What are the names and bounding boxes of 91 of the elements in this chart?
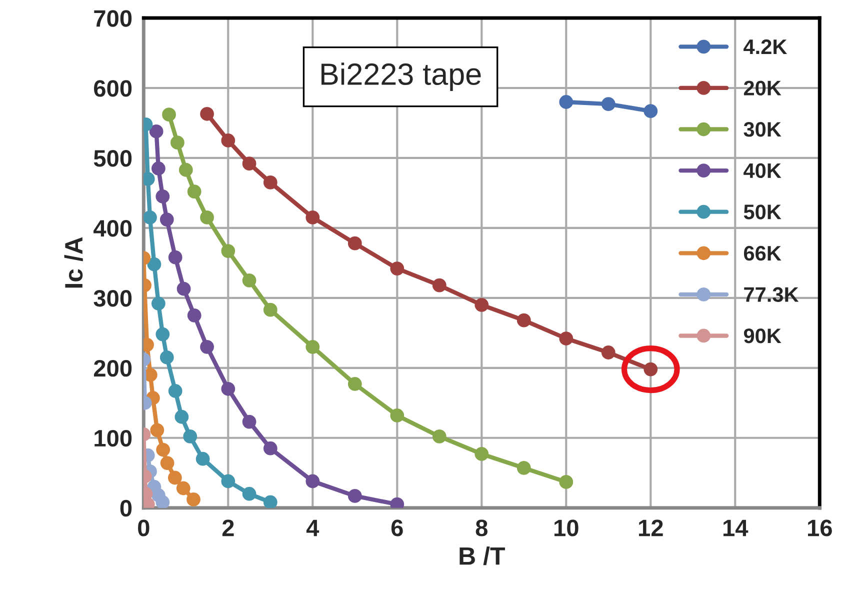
point bbox=[306, 210, 320, 224]
x-tick-label: 2 bbox=[222, 520, 234, 536]
point bbox=[432, 278, 446, 292]
point bbox=[242, 273, 256, 288]
point bbox=[242, 414, 256, 429]
y-tick-label: 400 bbox=[94, 220, 132, 237]
legend-label: 4.2K bbox=[744, 39, 788, 54]
point bbox=[644, 104, 658, 118]
point bbox=[144, 210, 157, 224]
point bbox=[160, 456, 174, 470]
x-tick-label: 14 bbox=[724, 520, 748, 536]
point bbox=[263, 441, 278, 456]
point bbox=[151, 162, 166, 176]
point bbox=[147, 257, 162, 272]
point bbox=[174, 410, 189, 424]
point bbox=[186, 492, 200, 506]
point bbox=[162, 108, 176, 122]
point bbox=[263, 302, 278, 317]
legend-label: 40K bbox=[744, 163, 782, 178]
point bbox=[221, 134, 236, 148]
point bbox=[187, 308, 202, 322]
annotation: Bi2223 tape bbox=[321, 62, 481, 92]
y-tick-label: 200 bbox=[94, 360, 132, 377]
y-tick-label: 500 bbox=[94, 150, 132, 167]
point bbox=[170, 136, 184, 150]
point bbox=[156, 190, 170, 204]
y-tick-label: 100 bbox=[94, 430, 132, 447]
point bbox=[221, 382, 236, 396]
point bbox=[168, 384, 182, 398]
point bbox=[601, 97, 616, 112]
x-tick-label: 10 bbox=[554, 520, 578, 536]
point bbox=[176, 282, 191, 296]
point bbox=[263, 495, 278, 508]
legend-label: 77.3K bbox=[744, 287, 799, 302]
point bbox=[390, 408, 404, 422]
point bbox=[196, 452, 210, 466]
y-tick-label: 0 bbox=[120, 500, 132, 517]
y-tick-label: 600 bbox=[94, 80, 132, 97]
x-tick-label: 0 bbox=[138, 520, 150, 536]
point bbox=[601, 346, 616, 360]
point bbox=[559, 332, 574, 346]
x-tick-label: 4 bbox=[306, 520, 320, 536]
x-tick-label: 16 bbox=[808, 520, 832, 536]
point bbox=[559, 475, 574, 489]
point bbox=[160, 212, 174, 226]
point bbox=[156, 327, 170, 342]
y-tick-label: 700 bbox=[94, 10, 132, 27]
point bbox=[183, 430, 198, 444]
y-axis-title: Ic /A bbox=[64, 237, 83, 288]
point bbox=[263, 176, 278, 190]
point bbox=[348, 377, 362, 391]
point bbox=[221, 244, 236, 258]
point bbox=[200, 210, 214, 224]
point bbox=[168, 470, 182, 485]
point bbox=[644, 362, 658, 376]
x-tick-label: 12 bbox=[639, 520, 663, 536]
point bbox=[474, 447, 489, 461]
point bbox=[151, 296, 166, 310]
point bbox=[221, 474, 236, 488]
point bbox=[160, 350, 174, 364]
point bbox=[242, 156, 256, 171]
point bbox=[150, 423, 164, 438]
point bbox=[432, 430, 446, 444]
point bbox=[156, 442, 170, 457]
point bbox=[187, 184, 202, 199]
point bbox=[474, 298, 489, 312]
point bbox=[149, 124, 164, 138]
x-tick-label: 6 bbox=[391, 520, 403, 536]
point bbox=[242, 486, 256, 501]
point bbox=[306, 340, 320, 354]
point bbox=[176, 481, 190, 496]
x-axis-title: B /T bbox=[460, 546, 505, 566]
y-tick-label: 300 bbox=[94, 290, 132, 307]
legend-label: 20K bbox=[744, 80, 782, 96]
point bbox=[390, 262, 404, 276]
legend-label: 50K bbox=[744, 204, 782, 220]
point bbox=[200, 340, 214, 354]
point bbox=[200, 106, 214, 121]
point bbox=[516, 461, 531, 475]
legend-label: 66K bbox=[744, 246, 782, 261]
legend-label: 90K bbox=[744, 328, 782, 344]
x-tick-label: 8 bbox=[476, 520, 488, 536]
legend-label: 30K bbox=[744, 122, 782, 137]
point bbox=[306, 474, 320, 488]
point bbox=[348, 489, 362, 503]
point bbox=[168, 250, 182, 264]
point bbox=[516, 313, 531, 328]
point bbox=[348, 236, 362, 250]
point bbox=[559, 95, 574, 109]
point bbox=[178, 162, 193, 177]
point bbox=[156, 495, 170, 508]
